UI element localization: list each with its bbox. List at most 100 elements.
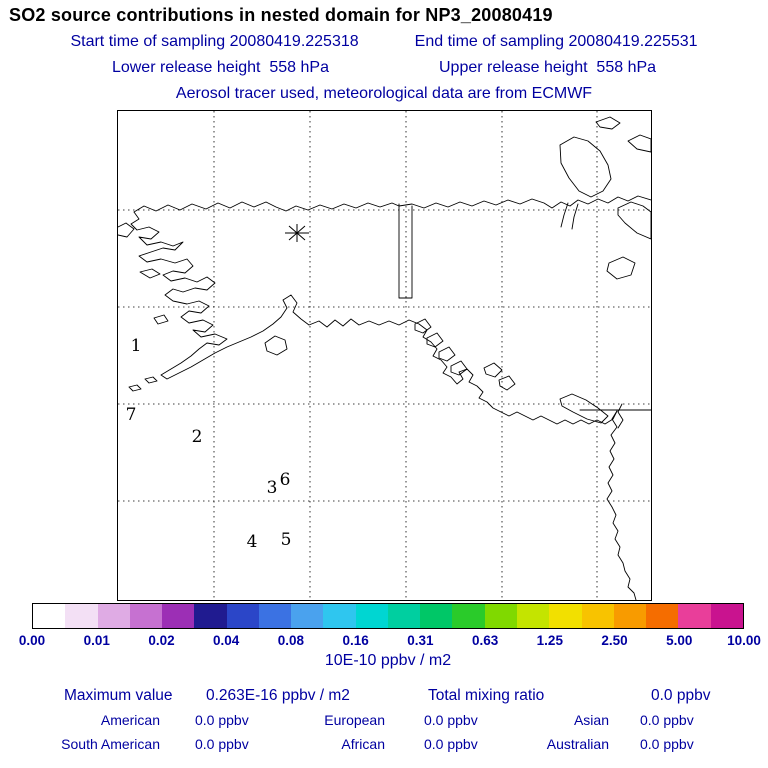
colorbar-segment xyxy=(226,604,259,628)
colorbar-tick-label: 0.01 xyxy=(83,633,110,648)
colorbar-segment xyxy=(355,604,388,628)
colorbar-segment xyxy=(646,604,679,628)
island-outline xyxy=(606,256,636,280)
colorbar-segment xyxy=(65,604,98,628)
plot-title: SO2 source contributions in nested domai… xyxy=(9,5,553,25)
region-value: 0.0 ppbv xyxy=(195,712,249,728)
region-value: 0.0 ppbv xyxy=(640,712,694,728)
colorbar-segment xyxy=(33,604,66,628)
max-value-label: Maximum value xyxy=(64,687,173,704)
region-label: African xyxy=(341,736,385,752)
colorbar-tick-label: 0.16 xyxy=(342,633,369,648)
receptor-number: 1 xyxy=(131,336,142,356)
colorbar-tick-label: 0.08 xyxy=(277,633,305,648)
coastline xyxy=(571,203,579,230)
colorbar-tick-label: 10.00 xyxy=(727,633,761,648)
max-value-text: 0.263E-16 ppbv / m2 xyxy=(206,687,350,704)
tracer-info-text: Aerosol tracer used, meteorological data… xyxy=(175,85,593,102)
region-label: Australian xyxy=(546,736,609,752)
header-line-tracer: Aerosol tracer used, meteorological data… xyxy=(0,85,768,103)
header-line-sampling: Start time of sampling 20080419.225318 E… xyxy=(0,33,768,51)
region-label: South American xyxy=(61,736,160,752)
spacer xyxy=(329,59,439,77)
receptor-number: 5 xyxy=(281,530,292,550)
colorbar-tick-label: 2.50 xyxy=(601,633,628,648)
colorbar-segment xyxy=(420,604,453,628)
island-outline xyxy=(498,375,516,391)
total-mixing-label: Total mixing ratio xyxy=(428,687,545,704)
coastline xyxy=(130,211,618,425)
end-time-text: End time of sampling 20080419.225531 xyxy=(414,33,698,50)
colorbar-segment xyxy=(291,604,324,628)
region-label: American xyxy=(100,712,160,728)
border-line xyxy=(398,203,413,299)
start-time-text: Start time of sampling 20080419.225318 xyxy=(70,33,359,50)
island-outline xyxy=(264,335,288,356)
coastline xyxy=(560,202,569,228)
colorbar-tick-label: 0.00 xyxy=(18,633,46,648)
colorbar-segment xyxy=(194,604,227,628)
upper-release-text: Upper release height 558 hPa xyxy=(439,59,657,76)
colorbar-segment xyxy=(129,604,163,628)
map-canvas: 1 7 2 3 6 4 5 xyxy=(118,111,651,600)
colorbar xyxy=(32,603,744,629)
receptor-number: 2 xyxy=(192,427,203,447)
header-line-release: Lower release height 558 hPa Upper relea… xyxy=(0,59,768,77)
colorbar-segment xyxy=(162,604,195,628)
colorbar-tick-label: 5.00 xyxy=(666,633,693,648)
island-outline xyxy=(153,314,169,325)
colorbar-segment xyxy=(613,604,647,628)
regions-grid: American 0.0 ppbv European 0.0 ppbv Asian 0.0… xyxy=(0,712,740,752)
source-asterisk-icon xyxy=(288,225,306,241)
island-outline xyxy=(438,346,456,362)
island-outline xyxy=(450,360,468,376)
colorbar-segment xyxy=(549,604,582,628)
island-outline xyxy=(483,362,503,378)
colorbar-segment xyxy=(678,604,711,628)
colorbar-segment xyxy=(452,604,485,628)
island-outline xyxy=(617,201,651,240)
region-value: 0.0 ppbv xyxy=(195,736,249,752)
colorbar-segment xyxy=(710,604,743,628)
region-label: Asian xyxy=(573,712,609,728)
colorbar-segment xyxy=(581,604,614,628)
receptor-number: 6 xyxy=(280,470,291,490)
island-outline xyxy=(144,376,158,384)
colorbar-tick-label: 0.31 xyxy=(407,633,434,648)
receptor-number: 4 xyxy=(247,532,258,552)
island-outline xyxy=(139,268,161,279)
colorbar-unit-label: 10E-10 ppbv / m2 xyxy=(324,652,452,669)
island-outline xyxy=(559,393,609,424)
region-label: European xyxy=(324,712,385,728)
receptor-number: 3 xyxy=(267,478,278,498)
island-outline xyxy=(426,332,444,348)
coastline xyxy=(118,222,135,238)
coastline xyxy=(606,410,637,600)
island-outline xyxy=(559,136,612,198)
colorbar-tick-label: 1.25 xyxy=(536,633,563,648)
colorbar-segment xyxy=(516,604,550,628)
island-outline xyxy=(595,116,621,130)
colorbar-tick-label: 0.63 xyxy=(471,633,499,648)
island-outline xyxy=(627,134,651,153)
spacer xyxy=(359,33,415,51)
coastline xyxy=(617,403,624,429)
region-value: 0.0 ppbv xyxy=(640,736,694,752)
region-value: 0.0 ppbv xyxy=(424,736,478,752)
lower-release-text: Lower release height 558 hPa xyxy=(111,59,329,76)
colorbar-segment xyxy=(387,604,421,628)
colorbar-tick-label: 0.02 xyxy=(148,633,175,648)
colorbar-segment xyxy=(323,604,356,628)
total-mixing-value: 0.0 ppbv xyxy=(651,687,711,704)
receptor-number: 7 xyxy=(126,405,137,425)
island-outline xyxy=(128,384,142,392)
island-outline xyxy=(414,318,432,334)
colorbar-tick-label: 0.04 xyxy=(213,633,240,648)
colorbar-tick-row: 0.00 0.01 0.02 0.04 0.08 0.16 0.31 0.63 1.25 2.50… xyxy=(0,633,768,651)
colorbar-segment xyxy=(97,604,130,628)
colorbar-segment xyxy=(258,604,292,628)
region-value: 0.0 ppbv xyxy=(424,712,478,728)
colorbar-segment xyxy=(484,604,517,628)
